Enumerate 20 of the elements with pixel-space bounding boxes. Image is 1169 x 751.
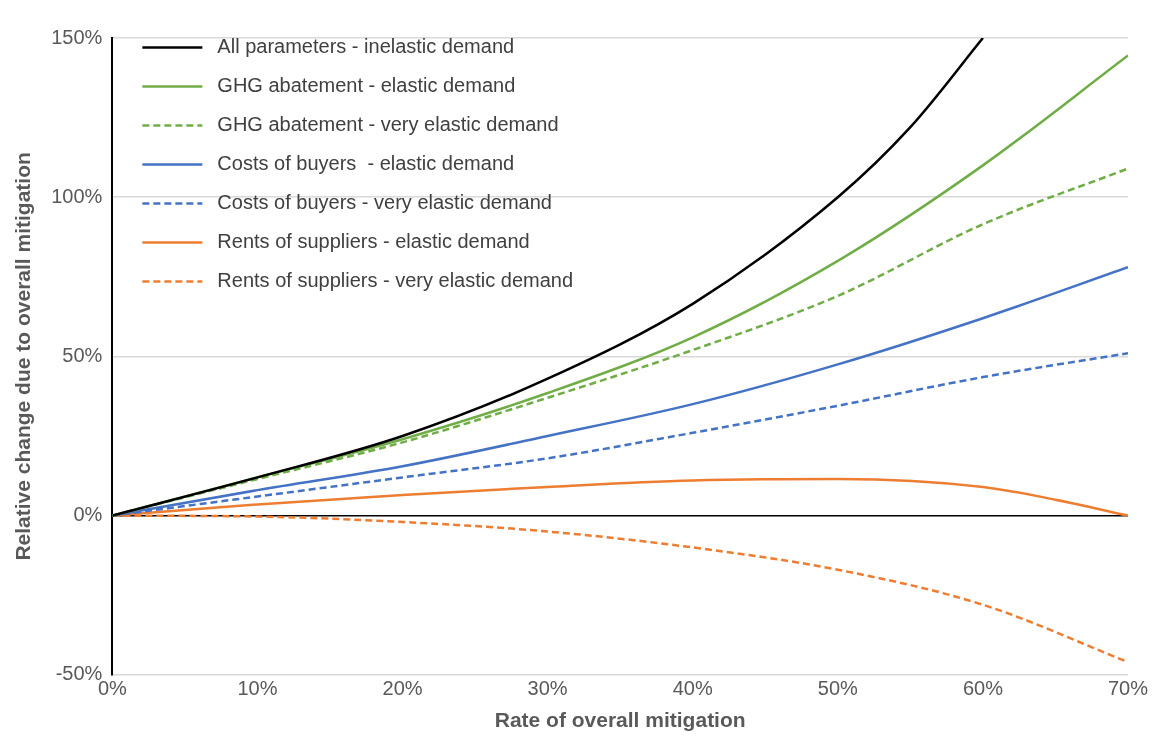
y-tick-label: 0% [73,503,103,526]
x-tick-label: 10% [237,677,278,700]
legend-label: All parameters - inelastic demand [217,35,515,58]
x-tick-label: 40% [672,677,713,700]
x-tick-label: 70% [1107,677,1149,700]
legend-label: GHG abatement - elastic demand [217,74,516,97]
legend-label: Costs of buyers - elastic demand [217,152,515,175]
y-tick-label: 150% [51,25,103,48]
legend-label: GHG abatement - very elastic demand [217,113,559,136]
x-tick-label: 20% [382,677,423,700]
legend-label: Costs of buyers - very elastic demand [217,191,552,214]
legend-label: Rents of suppliers - elastic demand [217,230,530,253]
x-tick-label: 50% [817,677,859,700]
legend-label: Rents of suppliers - very elastic demand [217,269,574,292]
y-axis-title: Relative change due to overall mitigation [11,152,35,561]
y-tick-label: 100% [51,184,103,207]
x-axis-title: Rate of overall mitigation [494,708,746,732]
x-tick-label: 60% [962,677,1004,700]
x-tick-label: 30% [527,677,568,700]
y-tick-label: 50% [62,343,103,366]
